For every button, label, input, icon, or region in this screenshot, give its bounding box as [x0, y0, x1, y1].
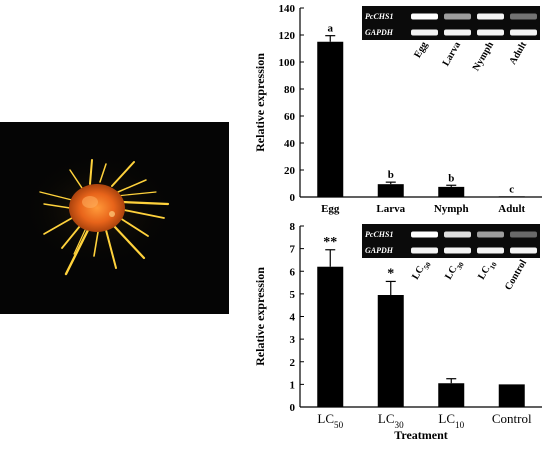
treatment-y-axis-label: Relative expression [253, 267, 267, 366]
treatment-bar [438, 383, 465, 407]
stage-category-label: Larva [376, 203, 405, 215]
stage-gel-band [510, 13, 537, 20]
stage-bar [317, 41, 344, 197]
mite-body [69, 184, 125, 232]
treatment-y-tick-label: 4 [290, 312, 296, 324]
stage-expression-plot: 0 20 40 60 80 100 120 140 Relative expression a Eg… [253, 3, 542, 215]
stage-gel-band [510, 29, 537, 36]
treatment-gel-inset: PcCHS1 GAPDH [362, 224, 540, 258]
stage-y-tick-label: 20 [284, 165, 296, 177]
stage-significance-label: c [509, 183, 514, 195]
stage-gel-lane-label: Adult [507, 39, 529, 66]
treatment-bar [498, 384, 525, 407]
treatment-gel-lane-label: Control [503, 258, 529, 292]
treatment-expression-chart: 0 1 2 3 4 5 6 7 8 Relative expression ** LC50 * LC30 L… [250, 218, 550, 456]
stage-gel-band [444, 13, 471, 20]
treatment-y-tick-label: 7 [290, 244, 296, 256]
stage-gel-band [411, 29, 438, 36]
treatment-expression-plot: 0 1 2 3 4 5 6 7 8 Relative expression ** LC50 * LC30 L… [253, 221, 542, 442]
treatment-bar [317, 266, 344, 407]
treatment-gel-band [444, 247, 471, 254]
treatment-y-tick-label: 8 [290, 221, 296, 233]
treatment-y-tick-label: 0 [290, 402, 296, 414]
stage-significance-label: a [328, 23, 334, 35]
treatment-gel-band [477, 231, 504, 238]
stage-bar [377, 184, 404, 197]
treatment-category-label: LC10 [438, 411, 464, 430]
treatment-x-axis-label: Treatment [394, 428, 448, 442]
treatment-y-tick-label: 1 [290, 379, 296, 391]
treatment-category-label: LC50 [317, 411, 343, 430]
stage-significance-label: b [388, 169, 394, 181]
stage-gel-inset: PcCHS1 GAPDH [362, 6, 540, 40]
stage-gel-lane-label: Egg [412, 40, 430, 60]
stage-y-tick-label: 120 [279, 30, 296, 42]
mite-illustration [0, 122, 229, 314]
treatment-gel-gene-label: GAPDH [365, 246, 394, 255]
stage-gel-band [477, 29, 504, 36]
stage-y-tick-label: 40 [284, 138, 296, 150]
treatment-bar [377, 295, 404, 407]
stage-gel-lane-label: Nymph [471, 40, 497, 73]
treatment-gel-lane-label: LC10 [476, 258, 499, 284]
stage-y-tick-label: 140 [279, 3, 296, 15]
stage-bar [498, 196, 525, 197]
stage-gel-band [477, 13, 504, 20]
treatment-gel-lane-label: LC30 [443, 258, 466, 284]
stage-bar [438, 186, 465, 197]
treatment-gel-band [510, 231, 537, 238]
stage-expression-chart: 0 20 40 60 80 100 120 140 Relative expression a Eg… [250, 0, 550, 220]
treatment-category-label: Control [492, 411, 532, 426]
treatment-gel-band [444, 231, 471, 238]
stage-gel-gene-label: PcCHS1 [365, 12, 393, 21]
treatment-y-tick-label: 5 [290, 289, 296, 301]
stage-y-tick-label: 60 [284, 111, 296, 123]
stage-y-tick-label: 0 [290, 192, 296, 204]
mite-photo [0, 122, 229, 314]
treatment-y-tick-label: 6 [290, 266, 296, 278]
stage-gel-gene-label: GAPDH [365, 28, 394, 37]
stage-category-label: Adult [498, 203, 525, 215]
stage-gel-band [444, 29, 471, 36]
treatment-gel-band [477, 247, 504, 254]
stage-gel-lane-label: Larva [441, 40, 464, 68]
stage-category-label: Nymph [434, 203, 469, 215]
stage-gel-band [411, 13, 438, 20]
stage-y-tick-label: 80 [284, 84, 296, 96]
treatment-gel-lane-label: LC50 [410, 258, 433, 284]
mite-setae [39, 159, 170, 276]
treatment-significance-label: * [387, 266, 394, 281]
treatment-gel-gene-label: PcCHS1 [365, 230, 393, 239]
treatment-gel-band [411, 231, 438, 238]
treatment-y-tick-label: 3 [290, 334, 296, 346]
stage-y-axis-label: Relative expression [253, 53, 267, 152]
stage-significance-label: b [448, 172, 454, 184]
stage-category-label: Egg [321, 203, 340, 215]
stage-y-tick-label: 100 [279, 57, 296, 69]
treatment-gel-band [411, 247, 438, 254]
treatment-y-tick-label: 2 [290, 357, 296, 369]
treatment-significance-label: ** [323, 235, 337, 250]
treatment-category-label: LC30 [378, 411, 404, 430]
treatment-gel-band [510, 247, 537, 254]
